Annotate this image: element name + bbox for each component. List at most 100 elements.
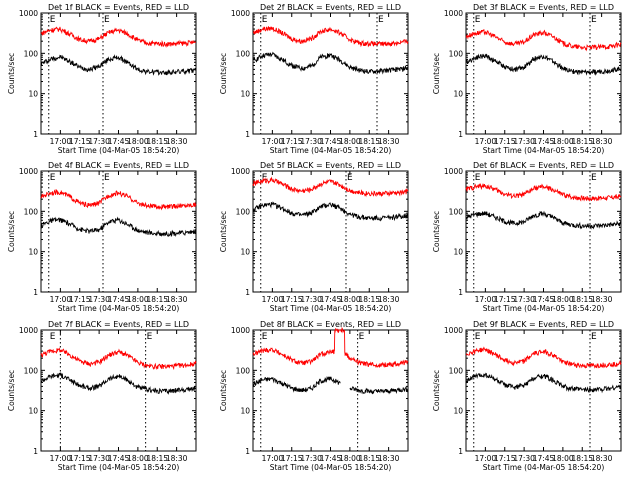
events-series-line	[40, 54, 197, 76]
panel-det-3: Det 3f BLACK = Events, RED = LLD 1 10 100 10…	[432, 3, 622, 155]
x-tick-label: 17:00	[50, 295, 72, 304]
x-tick-label: 17:15	[281, 137, 303, 146]
panel-title: Det 9f BLACK = Events, RED = LLD	[473, 320, 614, 329]
e-marker: E	[475, 15, 481, 25]
x-axis-label: Start Time (04-Mar-05 18:54:20)	[483, 304, 605, 313]
x-tick-label: 18:00	[552, 295, 574, 304]
x-tick-label: 17:00	[475, 454, 497, 463]
x-tick-label: 17:30	[300, 295, 322, 304]
y-axis-label: Counts/sec	[432, 53, 441, 94]
y-tick-label: 1000	[231, 326, 250, 335]
events-series-line	[40, 372, 197, 396]
x-tick-label: 18:30	[591, 137, 613, 146]
x-tick-label: 18:00	[339, 454, 361, 463]
x-tick-label: 17:00	[475, 295, 497, 304]
x-axis-label: Start Time (04-Mar-05 18:54:20)	[58, 304, 180, 313]
panel-title: Det 3f BLACK = Events, RED = LLD	[473, 3, 614, 12]
x-tick-label: 18:30	[166, 137, 188, 146]
y-tick-label: 10	[28, 407, 38, 416]
x-axis-label: Start Time (04-Mar-05 18:54:20)	[58, 463, 180, 472]
events-series-line	[465, 53, 622, 76]
x-tick-label: 18:15	[571, 295, 593, 304]
x-tick-label: 17:15	[69, 137, 91, 146]
y-axis-label: Counts/sec	[219, 53, 228, 94]
e-marker: E	[591, 332, 597, 342]
x-axis-label: Start Time (04-Mar-05 18:54:20)	[483, 463, 605, 472]
x-tick-label: 17:30	[88, 137, 110, 146]
x-tick-label: 17:15	[494, 295, 516, 304]
x-tick-label: 17:30	[513, 295, 535, 304]
x-tick-label: 18:00	[127, 295, 149, 304]
x-tick-label: 18:15	[146, 295, 168, 304]
x-tick-label: 17:00	[475, 137, 497, 146]
panel-title: Det 5f BLACK = Events, RED = LLD	[260, 161, 401, 170]
x-tick-label: 18:30	[166, 454, 188, 463]
x-tick-label: 17:45	[320, 137, 342, 146]
x-tick-label: 17:45	[320, 295, 342, 304]
x-tick-label: 18:15	[358, 137, 380, 146]
y-tick-label: 1	[245, 447, 250, 456]
lld-series-line	[40, 347, 197, 371]
lld-series-line	[252, 327, 409, 368]
x-tick-label: 17:30	[88, 295, 110, 304]
x-tick-label: 18:00	[127, 137, 149, 146]
y-tick-label: 100	[236, 49, 251, 58]
y-tick-label: 1	[245, 130, 250, 139]
e-marker: E	[262, 15, 268, 25]
y-tick-label: 1000	[231, 167, 250, 176]
y-tick-label: 10	[240, 248, 250, 257]
x-tick-label: 18:30	[378, 137, 400, 146]
x-tick-label: 18:15	[358, 454, 380, 463]
e-marker: E	[262, 332, 268, 342]
x-tick-label: 18:30	[591, 454, 613, 463]
x-tick-label: 17:30	[513, 137, 535, 146]
y-axis-label: Counts/sec	[7, 53, 16, 94]
x-tick-label: 18:00	[127, 454, 149, 463]
e-marker: E	[591, 15, 597, 25]
plot-frame	[252, 170, 409, 293]
x-tick-label: 17:00	[50, 454, 72, 463]
panel-det-6: Det 6f BLACK = Events, RED = LLD 1 10 100 10…	[432, 161, 622, 313]
x-tick-label: 17:30	[300, 454, 322, 463]
x-tick-label: 17:15	[69, 295, 91, 304]
x-tick-label: 18:30	[378, 454, 400, 463]
e-marker: E	[104, 15, 110, 25]
y-tick-label: 10	[453, 407, 463, 416]
x-tick-label: 17:45	[108, 454, 130, 463]
y-axis-label: Counts/sec	[432, 211, 441, 252]
lld-series-line	[465, 29, 622, 52]
panel-title: Det 2f BLACK = Events, RED = LLD	[260, 3, 401, 12]
panel-det-8: Det 8f BLACK = Events, RED = LLD 1 10 100 10…	[219, 320, 409, 472]
e-marker: E	[50, 15, 56, 25]
x-tick-label: 18:15	[358, 295, 380, 304]
y-tick-label: 1000	[231, 9, 250, 18]
panel-det-5: Det 5f BLACK = Events, RED = LLD 1 10 100 10…	[219, 161, 409, 313]
x-tick-label: 17:45	[533, 454, 555, 463]
lld-series-line	[252, 176, 409, 198]
y-axis-label: Counts/sec	[219, 211, 228, 252]
plot-frame	[465, 329, 622, 452]
y-tick-label: 10	[28, 90, 38, 99]
x-tick-label: 17:15	[281, 295, 303, 304]
plot-frame	[465, 12, 622, 135]
x-tick-label: 18:00	[339, 295, 361, 304]
e-marker: E	[262, 173, 268, 183]
y-tick-label: 1000	[19, 9, 38, 18]
panel-det-4: Det 4f BLACK = Events, RED = LLD 1 10 100 10…	[7, 161, 197, 313]
y-tick-label: 100	[24, 49, 39, 58]
lld-series-line	[465, 346, 622, 369]
lld-series-line	[40, 188, 197, 211]
x-tick-label: 18:00	[552, 137, 574, 146]
panel-title: Det 1f BLACK = Events, RED = LLD	[48, 3, 189, 12]
events-series-line	[40, 216, 197, 238]
x-axis-label: Start Time (04-Mar-05 18:54:20)	[270, 463, 392, 472]
e-marker: E	[50, 332, 56, 342]
x-tick-label: 18:15	[571, 137, 593, 146]
x-tick-label: 18:00	[339, 137, 361, 146]
x-tick-label: 17:45	[108, 295, 130, 304]
y-tick-label: 10	[453, 248, 463, 257]
e-marker: E	[378, 15, 384, 25]
y-axis-label: Counts/sec	[219, 370, 228, 411]
y-tick-label: 1000	[444, 326, 463, 335]
x-tick-label: 17:15	[281, 454, 303, 463]
